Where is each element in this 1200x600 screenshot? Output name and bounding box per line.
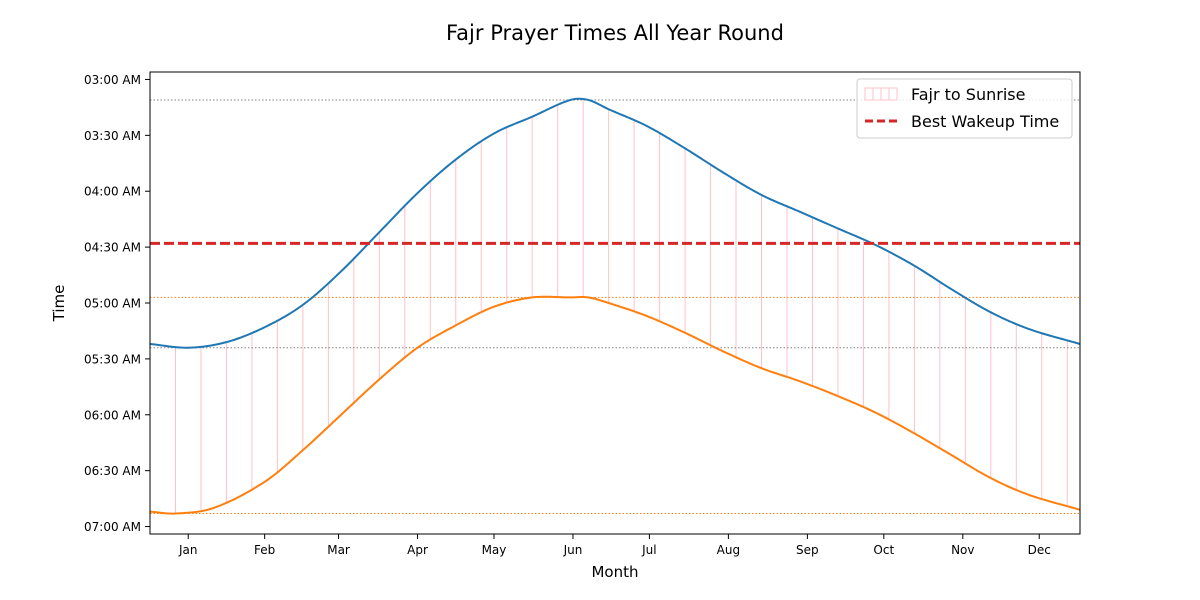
- legend-frame: [856, 78, 1073, 139]
- x-tick-label: Mar: [327, 543, 350, 557]
- x-tick-label: Apr: [407, 543, 428, 557]
- y-tick-label: 06:00 AM: [84, 408, 141, 422]
- y-tick-label: 03:00 AM: [84, 73, 141, 87]
- x-tick-label: Jan: [178, 543, 198, 557]
- fill-band: [149, 98, 1068, 514]
- y-tick-label: 07:00 AM: [84, 520, 141, 534]
- y-tick-label: 04:30 AM: [84, 241, 141, 255]
- x-tick-label: Jul: [641, 543, 656, 557]
- y-tick-label: 06:30 AM: [84, 464, 141, 478]
- sunrise-line: [149, 295, 1081, 515]
- x-axis: Jan Feb Mar Apr May Jun Jul Aug Sep Oct Nov Dec: [178, 534, 1051, 557]
- x-tick-label: Aug: [717, 543, 740, 557]
- legend-label-fill: Fajr to Sunrise: [911, 85, 1025, 104]
- chart-title: Fajr Prayer Times All Year Round: [446, 21, 784, 45]
- legend-label-wakeup: Best Wakeup Time: [911, 112, 1059, 131]
- plot-area: [149, 97, 1081, 515]
- x-axis-label: Month: [591, 563, 638, 581]
- x-tick-label: Sep: [796, 543, 819, 557]
- x-tick-label: May: [482, 543, 507, 557]
- x-tick-label: Feb: [254, 543, 275, 557]
- y-tick-label: 04:00 AM: [84, 185, 141, 199]
- x-tick-label: Nov: [951, 543, 974, 557]
- y-axis: 03:00 AM 03:30 AM 04:00 AM 04:30 AM 05:00 AM…: [84, 73, 150, 534]
- x-tick-label: Jun: [563, 543, 583, 557]
- y-tick-label: 05:30 AM: [84, 352, 141, 366]
- legend-fill-hatch: [872, 88, 890, 100]
- y-tick-label: 03:30 AM: [84, 129, 141, 143]
- x-tick-label: Dec: [1028, 543, 1051, 557]
- legend: Fajr to Sunrise Best Wakeup Time: [856, 78, 1073, 139]
- y-tick-label: 05:00 AM: [84, 297, 141, 311]
- x-tick-label: Oct: [873, 543, 894, 557]
- fajr-line: [149, 97, 1081, 349]
- y-axis-label: Time: [50, 285, 68, 323]
